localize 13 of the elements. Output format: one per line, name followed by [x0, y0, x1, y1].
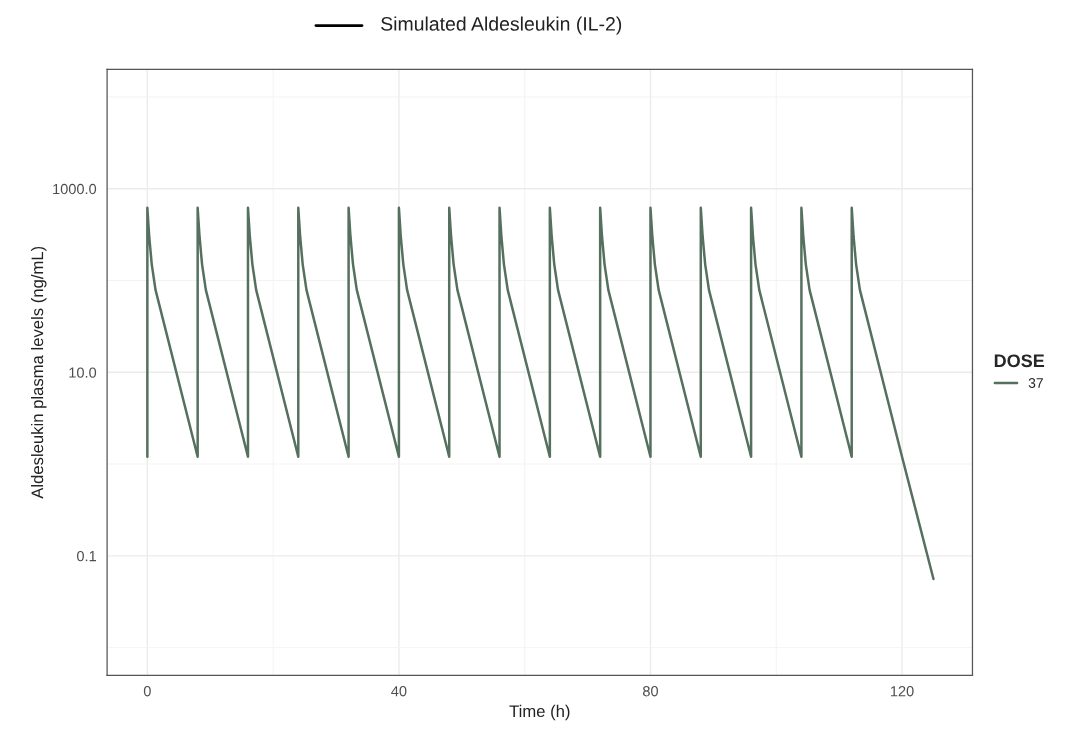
x-tick-label: 120: [890, 686, 914, 697]
x-tick-label: 0: [143, 686, 151, 697]
line-series: [146, 206, 935, 581]
x-tick-label: 40: [391, 686, 407, 697]
y-tick-label: 0.1: [76, 550, 96, 562]
legend-label: 37: [1028, 378, 1043, 388]
y-tick-label: 10.0: [69, 367, 97, 378]
x-axis-title: Time (h): [509, 704, 570, 721]
legend-title: DOSE: [994, 354, 1045, 368]
x-tick-label: 80: [642, 686, 659, 697]
chart-title: Simulated Aldesleukin (IL-2): [381, 16, 622, 35]
y-tick-label: 1000.0: [53, 183, 97, 195]
y-axis-title: Aldesleukin plasma levels (ng/mL): [30, 246, 47, 499]
